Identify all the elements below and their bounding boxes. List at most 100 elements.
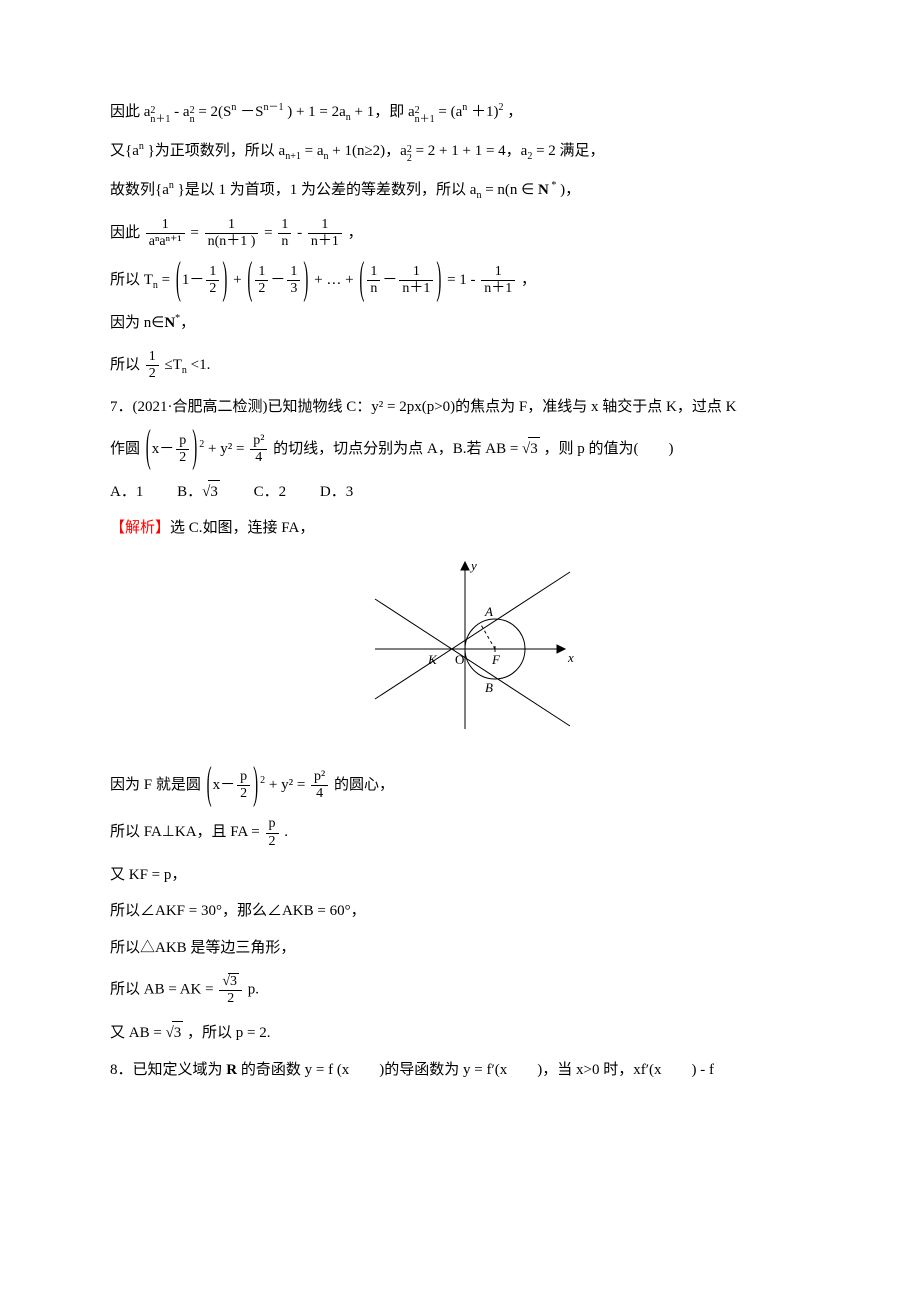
text: = a	[305, 143, 324, 159]
text: 7．(2021·合肥高二检测)已知抛物线 C：y² = 2px(p>0)的焦点为…	[110, 399, 736, 415]
question-7-line1: 7．(2021·合肥高二检测)已知抛物线 C：y² = 2px(p>0)的焦点为…	[110, 396, 810, 419]
text: ，所以 p = 2.	[187, 1025, 270, 1041]
text: 8．已知定义域为	[110, 1062, 226, 1078]
page-content: 因此 a2n＋1 - a2n = 2(Sn －Sn－1 ) + 1 = 2an …	[0, 0, 920, 1135]
sup: n－1	[263, 102, 283, 113]
geometry-figure: y x K O F A B	[110, 554, 810, 752]
text: 的奇函数 y = f (x )的导函数为 y = f′(x )，当 x>0 时，…	[237, 1062, 714, 1078]
paren-left-icon: (	[176, 247, 181, 315]
text: = 2(S	[198, 104, 231, 120]
option-d: D．3	[320, 481, 353, 504]
text: ＋1)	[471, 104, 499, 120]
math-line-2: 又{an }为正项数列，所以 an+1 = an + 1(n≥2)，a22 = …	[110, 139, 810, 164]
text: ，则 p 的值为( )	[544, 441, 674, 457]
solution-7-header: 【解析】选 C.如图，连接 FA，	[110, 517, 810, 540]
text: + 1，即 a	[355, 104, 415, 120]
paren-right-icon: )	[253, 752, 258, 820]
sqrt: 3	[528, 437, 540, 461]
sub: n	[346, 112, 351, 123]
math-line-4: 因此 1aⁿaⁿ⁺¹ = 1n(n＋1 ) = 1n - 1n＋1 ，	[110, 217, 810, 250]
text: + 1(n≥2)，a	[332, 143, 407, 159]
label-A: A	[484, 604, 493, 619]
text: ，	[507, 104, 522, 120]
text: - a	[174, 104, 189, 120]
text: ，	[348, 225, 363, 241]
sup: *	[549, 180, 557, 191]
sol-step-2: 所以 FA⊥KA，且 FA = p2 .	[110, 816, 810, 849]
text: ，	[521, 272, 536, 288]
math-line-3: 故数列{an }是以 1 为首项，1 为公差的等差数列，所以 an = n(n …	[110, 178, 810, 203]
label-F: F	[491, 652, 501, 667]
sup: n	[462, 102, 467, 113]
sub: n+1	[285, 151, 301, 162]
paren-left-icon: (	[146, 415, 151, 483]
sol-step-3: 又 KF = p，	[110, 864, 810, 887]
sup: 2	[499, 102, 504, 113]
option-b: B．√3	[177, 480, 220, 504]
sol-step-6: 所以 AB = AK = √32 p.	[110, 973, 810, 1007]
paren-right-icon: )	[436, 247, 441, 315]
fraction: p2	[237, 769, 250, 802]
sol-step-5: 所以△AKB 是等边三角形，	[110, 937, 810, 960]
question-7-line2: 作圆 (x－p2)2 + y² = p²4 的切线，切点分别为点 A，B.若 A…	[110, 433, 810, 466]
sub: n	[476, 190, 481, 201]
label-B: B	[485, 680, 493, 695]
sub: n	[182, 365, 187, 376]
sup: n	[169, 180, 174, 191]
text: p.	[248, 982, 259, 998]
label-y: y	[469, 558, 477, 573]
text: 故数列{a	[110, 182, 169, 198]
text: ≤T	[165, 357, 182, 373]
fraction: 1n(n＋1 )	[205, 217, 259, 250]
set-N: N	[538, 182, 549, 198]
fraction: 1n	[367, 264, 380, 297]
sup: 2	[199, 439, 204, 450]
fraction: 1n＋1	[308, 217, 342, 250]
option-a: A．1	[110, 481, 143, 504]
paren-right-icon: )	[222, 247, 227, 315]
text: <1.	[191, 357, 211, 373]
sub: 2	[527, 151, 532, 162]
fraction: 1n＋1	[481, 264, 515, 297]
text: 所以	[110, 357, 140, 373]
math-line-1: 因此 a2n＋1 - a2n = 2(Sn －Sn－1 ) + 1 = 2an …	[110, 100, 810, 125]
text: 所以 T	[110, 272, 153, 288]
fraction: p2	[176, 433, 189, 466]
figure-svg: y x K O F A B	[340, 554, 580, 744]
text: = 1 -	[447, 272, 479, 288]
fraction: √32	[219, 973, 242, 1007]
text: 的切线，切点分别为点 A，B.若 AB =	[273, 441, 522, 457]
label-O: O	[455, 652, 464, 667]
solution-label: 【解析】	[110, 520, 170, 536]
text: 的圆心，	[334, 777, 394, 793]
text: = 2 满足，	[536, 143, 604, 159]
text: 选 C.如图，连接 FA，	[170, 520, 314, 536]
text: 所以 AB = AK =	[110, 982, 217, 998]
set-R: R	[226, 1062, 237, 1078]
text: 所以 FA⊥KA，且 FA =	[110, 824, 264, 840]
text: .	[284, 824, 288, 840]
fraction: 12	[255, 264, 268, 297]
text: + … +	[314, 272, 357, 288]
text: －S	[240, 104, 263, 120]
fraction: 12	[206, 264, 219, 297]
subsup: 2n	[190, 106, 195, 124]
text: -	[297, 225, 306, 241]
text: 因为 F 就是圆	[110, 777, 205, 793]
set-N: N	[164, 315, 175, 331]
text: =	[190, 225, 202, 241]
text: = n(n ∈	[485, 182, 538, 198]
text: = (a	[438, 104, 462, 120]
question-7-options: A．1 B．√3 C．2 D．3	[110, 480, 810, 504]
text: =	[162, 272, 174, 288]
math-line-7: 所以 12 ≤Tn <1.	[110, 349, 810, 382]
text: 又{a	[110, 143, 139, 159]
math-line-6: 因为 n∈N*，	[110, 311, 810, 335]
text: 因此 a	[110, 104, 150, 120]
text: 因此	[110, 225, 140, 241]
text: =	[264, 225, 276, 241]
fraction: p2	[266, 816, 279, 849]
text: }为正项数列，所以 a	[148, 143, 286, 159]
sub: n	[153, 280, 158, 291]
text: 因为 n∈	[110, 315, 164, 331]
